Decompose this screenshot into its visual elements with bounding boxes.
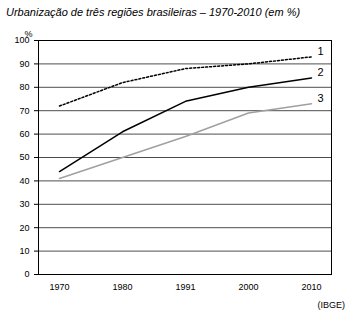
- svg-text:2010: 2010: [301, 282, 321, 292]
- svg-text:2000: 2000: [238, 282, 258, 292]
- html-text:Urbanização de três regiões br: Urbanização de três regiões brasileiras …: [6, 6, 301, 18]
- svg-text:50: 50: [19, 152, 29, 162]
- svg-text:40: 40: [19, 176, 29, 186]
- svg-text:90: 90: [19, 59, 29, 69]
- svg-text:1970: 1970: [49, 282, 69, 292]
- svg-text:60: 60: [19, 129, 29, 139]
- svg-text:30: 30: [19, 199, 29, 209]
- svg-text:1980: 1980: [112, 282, 132, 292]
- svg-text:0: 0: [24, 269, 29, 279]
- svg-text:3: 3: [318, 92, 324, 104]
- svg-text:80: 80: [19, 82, 29, 92]
- svg-text:100: 100: [14, 35, 30, 46]
- svg-text:2: 2: [318, 66, 324, 78]
- svg-text:1: 1: [318, 45, 324, 57]
- svg-text:%: %: [24, 29, 32, 39]
- svg-text:1991: 1991: [175, 282, 195, 292]
- svg-text:10: 10: [19, 246, 29, 256]
- html-text:(IBGE): (IBGE): [317, 300, 345, 310]
- svg-text:70: 70: [19, 106, 29, 116]
- svg-text:20: 20: [19, 223, 29, 233]
